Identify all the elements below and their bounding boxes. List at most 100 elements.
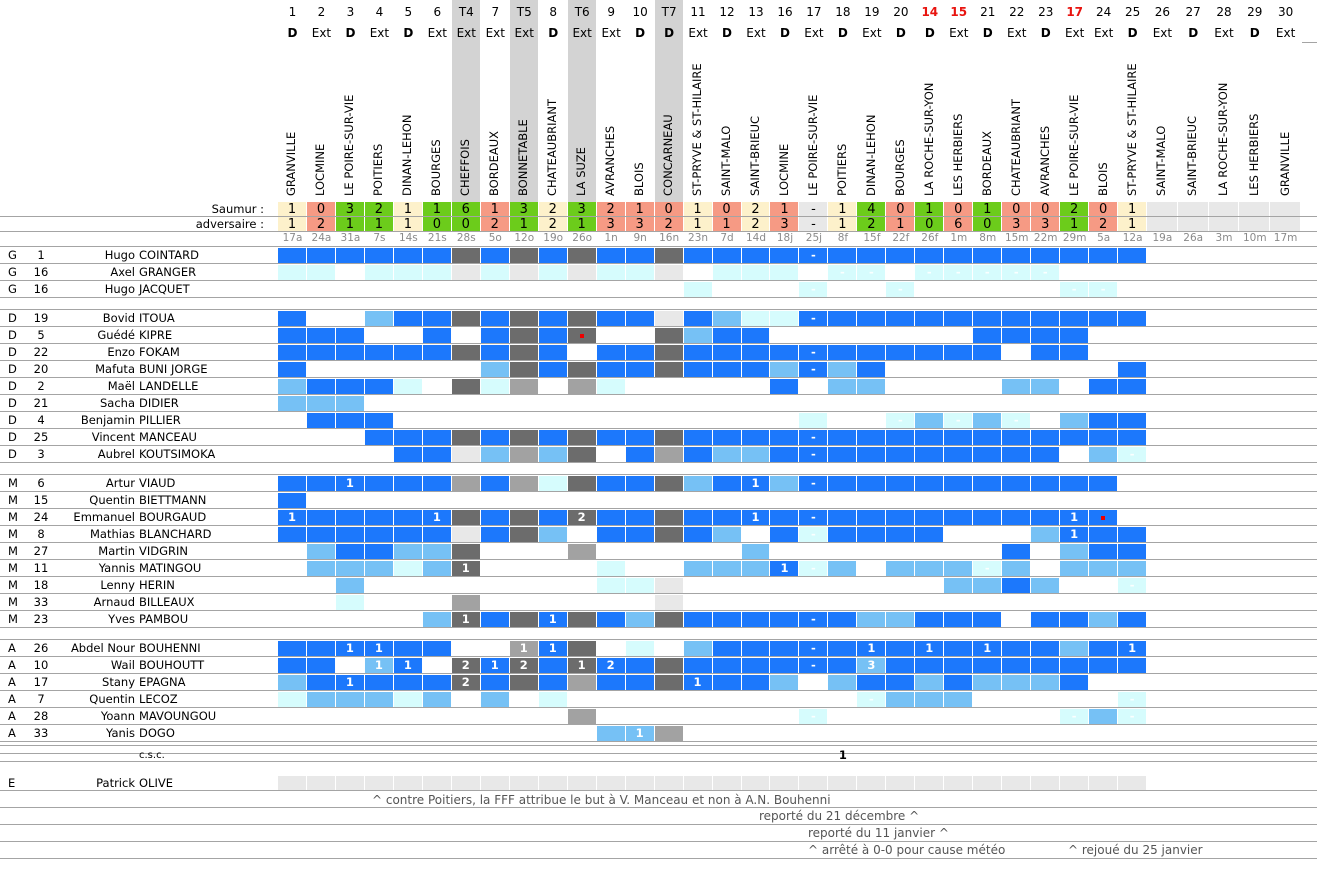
- appearance-cell[interactable]: -: [857, 265, 887, 280]
- appearance-cell[interactable]: [335, 396, 365, 411]
- appearance-cell[interactable]: [915, 311, 945, 326]
- appearance-cell[interactable]: [1002, 311, 1032, 326]
- appearance-cell[interactable]: [567, 379, 597, 394]
- appearance-cell[interactable]: -: [857, 692, 887, 707]
- appearance-cell[interactable]: [306, 641, 336, 656]
- appearance-cell[interactable]: [451, 527, 481, 542]
- appearance-cell[interactable]: [857, 345, 887, 360]
- appearance-cell[interactable]: [1002, 379, 1032, 394]
- appearance-cell[interactable]: [451, 595, 481, 610]
- appearance-cell[interactable]: [596, 248, 626, 263]
- goals-cell[interactable]: 1: [683, 675, 713, 690]
- appearance-cell[interactable]: [393, 641, 423, 656]
- appearance-cell[interactable]: [509, 345, 539, 360]
- appearance-cell[interactable]: [364, 265, 394, 280]
- appearance-cell[interactable]: [538, 447, 568, 462]
- appearance-cell[interactable]: [422, 311, 452, 326]
- appearance-cell[interactable]: [278, 328, 307, 343]
- appearance-cell[interactable]: [1060, 248, 1090, 263]
- appearance-cell[interactable]: [278, 311, 307, 326]
- appearance-cell[interactable]: [278, 692, 307, 707]
- appearance-cell[interactable]: [393, 527, 423, 542]
- appearance-cell[interactable]: [886, 675, 916, 690]
- goals-cell[interactable]: 1: [335, 476, 365, 491]
- appearance-cell[interactable]: [625, 311, 655, 326]
- appearance-cell[interactable]: [828, 675, 858, 690]
- appearance-cell[interactable]: [422, 544, 452, 559]
- appearance-cell[interactable]: [509, 430, 539, 445]
- appearance-cell[interactable]: -: [1118, 578, 1148, 593]
- goals-cell[interactable]: 1: [278, 510, 307, 525]
- appearance-cell[interactable]: [973, 248, 1003, 263]
- appearance-cell[interactable]: [451, 510, 481, 525]
- appearance-cell[interactable]: [306, 476, 336, 491]
- appearance-cell[interactable]: [915, 248, 945, 263]
- appearance-cell[interactable]: [973, 612, 1003, 627]
- appearance-cell[interactable]: [1060, 311, 1090, 326]
- goals-cell[interactable]: 1: [335, 641, 365, 656]
- appearance-cell[interactable]: [278, 675, 307, 690]
- player-row[interactable]: D 19 Bovid ITOUA -: [0, 310, 1317, 327]
- appearance-cell[interactable]: [741, 430, 771, 445]
- appearance-cell[interactable]: [596, 612, 626, 627]
- appearance-cell[interactable]: [364, 430, 394, 445]
- appearance-cell[interactable]: [683, 430, 713, 445]
- appearance-cell[interactable]: [683, 476, 713, 491]
- appearance-cell[interactable]: [944, 578, 974, 593]
- appearance-cell[interactable]: [538, 658, 568, 673]
- appearance-cell[interactable]: [480, 510, 510, 525]
- goals-cell[interactable]: 1: [741, 510, 771, 525]
- appearance-cell[interactable]: [538, 430, 568, 445]
- appearance-cell[interactable]: [1002, 248, 1032, 263]
- appearance-cell[interactable]: [886, 510, 916, 525]
- appearance-cell[interactable]: [741, 561, 771, 576]
- player-row[interactable]: D 25 Vincent MANCEAU -: [0, 429, 1317, 446]
- appearance-cell[interactable]: [683, 641, 713, 656]
- appearance-cell[interactable]: -: [944, 265, 974, 280]
- appearance-cell[interactable]: -: [828, 265, 858, 280]
- appearance-cell[interactable]: [509, 265, 539, 280]
- player-row[interactable]: A 26 Abdel Nour BOUHENNI 1 1 1 1-1 1 1 1: [0, 640, 1317, 657]
- appearance-cell[interactable]: [509, 612, 539, 627]
- appearance-cell[interactable]: [1118, 430, 1148, 445]
- appearance-cell[interactable]: [1060, 675, 1090, 690]
- appearance-cell[interactable]: [451, 476, 481, 491]
- appearance-cell[interactable]: [1031, 328, 1061, 343]
- appearance-cell[interactable]: [828, 641, 858, 656]
- appearance-cell[interactable]: [741, 265, 771, 280]
- appearance-cell[interactable]: -: [973, 561, 1003, 576]
- appearance-cell[interactable]: [567, 265, 597, 280]
- appearance-cell[interactable]: [538, 510, 568, 525]
- appearance-cell[interactable]: -: [915, 265, 945, 280]
- appearance-cell[interactable]: [596, 510, 626, 525]
- appearance-cell[interactable]: [422, 561, 452, 576]
- appearance-cell[interactable]: [654, 430, 684, 445]
- appearance-cell[interactable]: [538, 311, 568, 326]
- appearance-cell[interactable]: [712, 248, 742, 263]
- appearance-cell[interactable]: [857, 311, 887, 326]
- appearance-cell[interactable]: [770, 265, 800, 280]
- goals-cell[interactable]: 1: [393, 658, 423, 673]
- appearance-cell[interactable]: [741, 362, 771, 377]
- appearance-cell[interactable]: [422, 612, 452, 627]
- appearance-cell[interactable]: [1031, 527, 1061, 542]
- player-row[interactable]: A 28 Yoann MAVOUNGOU - - -: [0, 708, 1317, 725]
- appearance-cell[interactable]: [828, 510, 858, 525]
- appearance-cell[interactable]: [1002, 447, 1032, 462]
- appearance-cell[interactable]: [364, 345, 394, 360]
- appearance-cell[interactable]: [596, 578, 626, 593]
- appearance-cell[interactable]: [944, 675, 974, 690]
- appearance-cell[interactable]: [654, 447, 684, 462]
- goals-cell[interactable]: 1: [915, 641, 945, 656]
- appearance-cell[interactable]: [335, 595, 365, 610]
- appearance-cell[interactable]: [1089, 413, 1119, 428]
- appearance-cell[interactable]: [538, 362, 568, 377]
- appearance-cell[interactable]: [596, 726, 626, 741]
- goals-cell[interactable]: 1: [509, 641, 539, 656]
- appearance-cell[interactable]: [654, 476, 684, 491]
- appearance-cell[interactable]: [654, 510, 684, 525]
- appearance-cell[interactable]: [683, 248, 713, 263]
- appearance-cell[interactable]: [712, 430, 742, 445]
- appearance-cell[interactable]: [1118, 311, 1148, 326]
- player-row[interactable]: M 23 Yves PAMBOU 1 1 -: [0, 611, 1317, 628]
